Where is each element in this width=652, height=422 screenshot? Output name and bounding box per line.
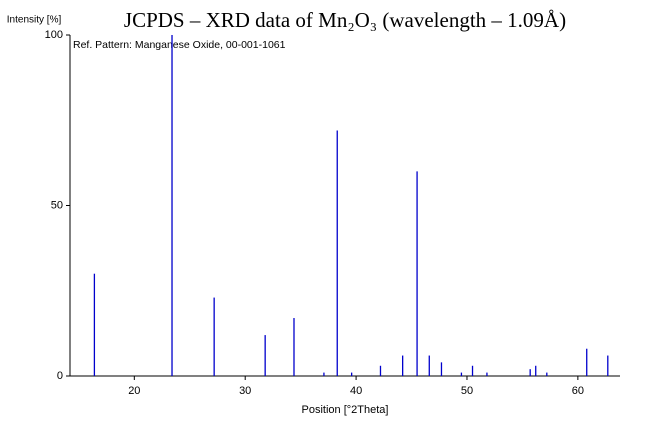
x-tick-label: 40 — [350, 385, 362, 397]
y-tick-label: 50 — [51, 199, 63, 211]
x-tick-label: 60 — [572, 385, 584, 397]
y-axis-label: Intensity [%] — [7, 15, 62, 26]
chart-title: JCPDS – XRD data of Mn₂O₃ (wavelength – … — [124, 8, 566, 32]
x-tick-label: 30 — [239, 385, 251, 397]
x-tick-label: 50 — [461, 385, 473, 397]
x-axis-label: Position [°2Theta] — [302, 404, 389, 416]
x-tick-label: 20 — [128, 385, 140, 397]
annotation: Ref. Pattern: Manganese Oxide, 00-001-10… — [73, 39, 286, 51]
y-tick-label: 100 — [45, 29, 63, 41]
y-tick-label: 0 — [57, 370, 63, 382]
